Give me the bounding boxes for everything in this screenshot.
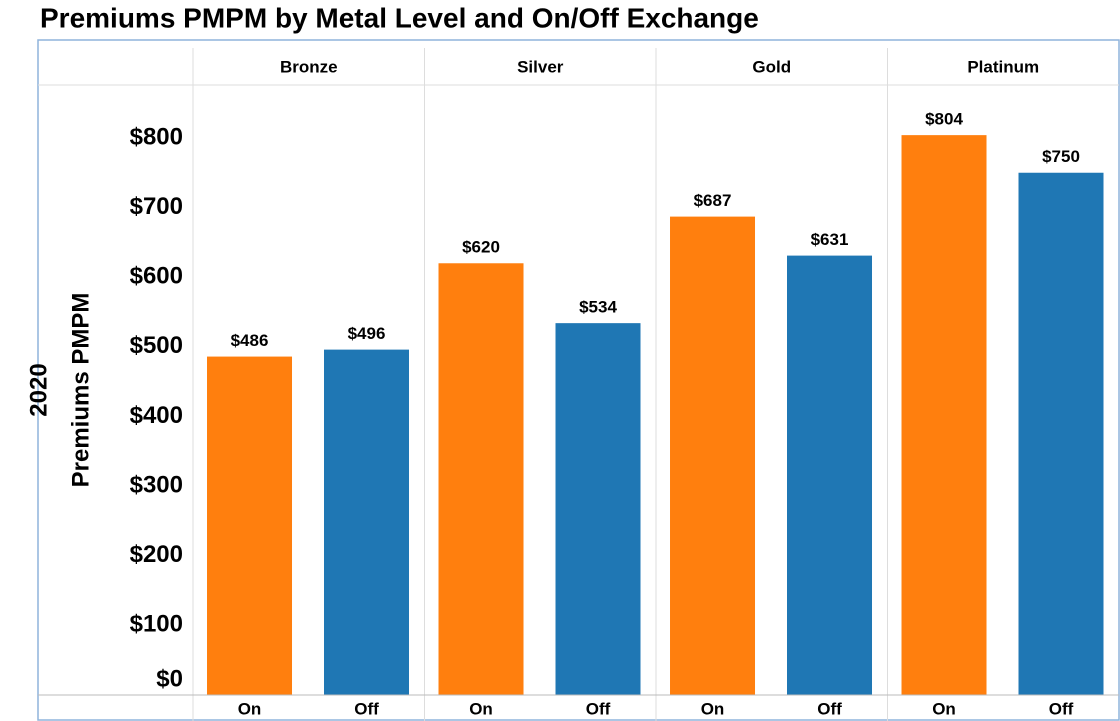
bar bbox=[670, 216, 756, 695]
bar bbox=[787, 255, 873, 695]
bar bbox=[207, 356, 293, 695]
x-tick-label: On bbox=[469, 699, 493, 718]
bar bbox=[555, 323, 641, 695]
y-tick-label: $300 bbox=[130, 471, 183, 498]
y-axis-title: Premiums PMPM bbox=[67, 293, 94, 488]
value-label: $750 bbox=[1042, 147, 1080, 166]
y-tick-label: $200 bbox=[130, 541, 183, 568]
x-tick-label: On bbox=[701, 699, 725, 718]
value-label: $486 bbox=[231, 331, 269, 350]
bar bbox=[1018, 172, 1104, 695]
panel-label: Bronze bbox=[280, 57, 338, 76]
value-label: $631 bbox=[811, 230, 849, 249]
y-tick-label: $0 bbox=[156, 665, 183, 692]
y-tick-label: $700 bbox=[130, 193, 183, 220]
y-tick-label: $500 bbox=[130, 332, 183, 359]
value-label: $687 bbox=[694, 191, 732, 210]
panel-label: Platinum bbox=[967, 57, 1039, 76]
y-tick-label: $600 bbox=[130, 263, 183, 290]
x-tick-label: Off bbox=[1049, 699, 1074, 718]
x-tick-label: On bbox=[238, 699, 262, 718]
x-tick-label: Off bbox=[817, 699, 842, 718]
y-tick-label: $800 bbox=[130, 123, 183, 150]
y-tick-label: $400 bbox=[130, 402, 183, 429]
value-label: $620 bbox=[462, 238, 500, 257]
value-label: $496 bbox=[348, 324, 386, 343]
frame bbox=[37, 39, 1120, 721]
row-label: 2020 bbox=[25, 363, 52, 416]
x-tick-label: On bbox=[932, 699, 956, 718]
value-label: $534 bbox=[579, 298, 617, 317]
bar bbox=[438, 263, 524, 695]
bar bbox=[324, 349, 410, 695]
panel-label: Gold bbox=[752, 57, 791, 76]
bar bbox=[901, 135, 987, 696]
x-tick-label: Off bbox=[354, 699, 379, 718]
x-tick-label: Off bbox=[586, 699, 611, 718]
value-label: $804 bbox=[925, 110, 963, 129]
panel-label: Silver bbox=[517, 57, 564, 76]
chart-title: Premiums PMPM by Metal Level and On/Off … bbox=[40, 2, 759, 33]
y-tick-label: $100 bbox=[130, 611, 183, 638]
